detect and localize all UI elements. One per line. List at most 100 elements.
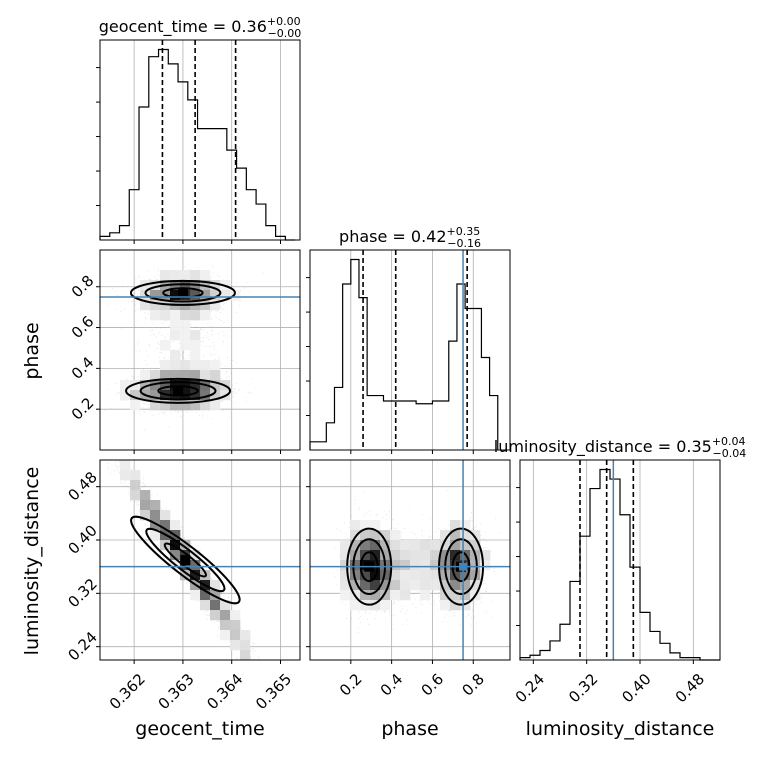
scatter-luminosity-distance-vs-geocent-time-density-cell bbox=[210, 580, 221, 591]
scatter-phase-vs-geocent-time-density-cell bbox=[180, 360, 191, 371]
scatter-phase-vs-geocent-time-contour-1-1 bbox=[144, 283, 222, 303]
scatter-luminosity-distance-vs-phase-density-cell bbox=[390, 530, 401, 541]
scatter-luminosity-distance-vs-geocent-time-density-cell bbox=[160, 510, 171, 521]
scatter-luminosity-distance-vs-geocent-time-density-cell bbox=[130, 470, 141, 481]
scatter-phase-vs-geocent-time-density-cell bbox=[200, 390, 211, 401]
scatter-luminosity-distance-vs-phase-density-cell bbox=[400, 590, 411, 601]
scatter-phase-vs-geocent-time-density-cell bbox=[180, 330, 191, 341]
ylabel-luminosity-distance: luminosity_distance bbox=[21, 467, 43, 656]
scatter-luminosity-distance-vs-phase-density-cell bbox=[370, 600, 381, 611]
scatter-luminosity-distance-vs-geocent-time-density-cell bbox=[240, 650, 251, 660]
scatter-phase-vs-geocent-time-density-cell bbox=[150, 300, 161, 311]
scatter-luminosity-distance-vs-phase-density-cell bbox=[400, 550, 411, 561]
scatter-phase-vs-geocent-time-density-cell bbox=[160, 370, 171, 381]
scatter-luminosity-distance-vs-phase-density-cell bbox=[360, 570, 371, 581]
scatter-luminosity-distance-vs-geocent-time-density-cell bbox=[230, 620, 241, 631]
hist-phase-frame bbox=[309, 249, 511, 451]
scatter-luminosity-distance-vs-geocent-time-density-cell bbox=[150, 500, 161, 511]
scatter-luminosity-distance-vs-geocent-time-density-cell bbox=[140, 510, 151, 521]
scatter-phase-vs-geocent-time-density-cell bbox=[150, 310, 161, 321]
scatter-phase-vs-geocent-time-density-cell bbox=[210, 380, 221, 391]
scatter-luminosity-distance-vs-geocent-time-density-cell bbox=[240, 630, 251, 641]
scatter-luminosity-distance-vs-phase-density-cell bbox=[480, 550, 491, 561]
hist-luminosity-distance-step bbox=[519, 468, 720, 661]
hist-luminosity-distance-frame bbox=[519, 459, 721, 661]
scatter-luminosity-distance-vs-phase-density-cell bbox=[370, 520, 381, 531]
scatter-luminosity-distance-vs-phase-density-cell bbox=[360, 590, 371, 601]
scatter-luminosity-distance-vs-phase-density-cell bbox=[440, 600, 451, 611]
scatter-phase-vs-geocent-time-density-cell bbox=[190, 400, 201, 411]
scatter-phase-vs-geocent-time-density-cell bbox=[140, 370, 151, 381]
scatter-luminosity-distance-vs-phase-density-cell bbox=[410, 540, 421, 551]
title-minus: −0.04 bbox=[713, 447, 747, 460]
scatter-phase-vs-geocent-time-density-cell bbox=[170, 360, 181, 371]
scatter-phase-vs-geocent-time-density-cell bbox=[140, 300, 151, 311]
scatter-luminosity-distance-vs-geocent-time-density-cell bbox=[190, 560, 201, 571]
scatter-phase-vs-geocent-time-density-cell bbox=[170, 400, 181, 411]
scatter-luminosity-distance-vs-phase-density-cell bbox=[460, 580, 471, 591]
scatter-phase-vs-geocent-time-density-cell bbox=[190, 350, 201, 361]
scatter-luminosity-distance-vs-phase-density-cell bbox=[420, 590, 431, 601]
scatter-phase-vs-geocent-time-density-cell bbox=[170, 270, 181, 281]
scatter-luminosity-distance-vs-geocent-time-plot-area bbox=[100, 460, 300, 660]
scatter-phase-vs-geocent-time-density-cell bbox=[190, 370, 201, 381]
scatter-luminosity-distance-vs-phase-density-cell bbox=[340, 560, 351, 571]
scatter-luminosity-distance-vs-phase-density-cell bbox=[370, 530, 381, 541]
scatter-phase-vs-geocent-time-density-cell bbox=[170, 320, 181, 331]
scatter-luminosity-distance-vs-phase-density-cell bbox=[430, 550, 441, 561]
scatter-luminosity-distance-vs-geocent-time-contour-0-1 bbox=[145, 527, 226, 593]
scatter-phase-vs-geocent-time-density-cell bbox=[190, 290, 201, 301]
scatter-luminosity-distance-vs-phase-plot-area bbox=[310, 460, 510, 660]
scatter-phase-vs-geocent-time-density-cell bbox=[190, 360, 201, 371]
scatter-phase-vs-geocent-time-density-cell bbox=[150, 290, 161, 301]
scatter-luminosity-distance-vs-geocent-time-density-cell bbox=[180, 540, 191, 551]
scatter-luminosity-distance-vs-geocent-time-density-cell bbox=[220, 600, 231, 611]
scatter-phase-vs-geocent-time-density-cell bbox=[210, 360, 221, 371]
xlabel-phase: phase bbox=[381, 718, 438, 740]
scatter-phase-vs-geocent-time-density-cell bbox=[140, 380, 151, 391]
scatter-luminosity-distance-vs-phase-density-cell bbox=[420, 550, 431, 561]
scatter-phase-vs-geocent-time-density-cell bbox=[170, 350, 181, 361]
title-plus: +0.00 bbox=[267, 15, 301, 28]
scatter-luminosity-distance-vs-geocent-time-frame bbox=[99, 459, 301, 661]
xlabel-geocent-time: geocent_time bbox=[135, 718, 264, 740]
scatter-luminosity-distance-vs-phase-density-cell bbox=[390, 570, 401, 581]
scatter-luminosity-distance-vs-phase-density-cell bbox=[400, 570, 411, 581]
scatter-phase-vs-geocent-time-density-cell bbox=[180, 310, 191, 321]
scatter-luminosity-distance-vs-phase-density-cell bbox=[450, 540, 461, 551]
scatter-luminosity-distance-vs-geocent-time-density-cell bbox=[140, 490, 151, 501]
scatter-phase-vs-geocent-time-frame bbox=[99, 249, 301, 451]
scatter-luminosity-distance-vs-phase-density-cell bbox=[390, 580, 401, 591]
title-main: phase bbox=[339, 227, 387, 246]
scatter-luminosity-distance-vs-geocent-time-density-cell bbox=[230, 630, 241, 641]
scatter-phase-vs-geocent-time-density-cell bbox=[130, 400, 141, 411]
hist-phase-step bbox=[309, 258, 499, 450]
scatter-phase-vs-geocent-time-density-cell bbox=[210, 280, 221, 291]
scatter-luminosity-distance-vs-phase-density-cell bbox=[350, 580, 361, 591]
scatter-luminosity-distance-vs-phase-density-cell bbox=[350, 570, 361, 581]
scatter-luminosity-distance-vs-geocent-time-density-cell bbox=[160, 520, 171, 531]
scatter-luminosity-distance-vs-phase-density-cell bbox=[370, 580, 381, 591]
scatter-phase-vs-geocent-time-density-cell bbox=[140, 290, 151, 301]
scatter-phase-vs-geocent-time-density-cell bbox=[160, 270, 171, 281]
title-main: luminosity_distance bbox=[494, 437, 653, 457]
scatter-luminosity-distance-vs-phase-density-cell bbox=[470, 580, 481, 591]
xlabel-luminosity-distance: luminosity_distance bbox=[526, 718, 715, 740]
scatter-phase-vs-geocent-time-density-cell bbox=[160, 400, 171, 411]
scatter-phase-vs-geocent-time-density-cell bbox=[210, 300, 221, 311]
scatter-luminosity-distance-vs-phase-density-cell bbox=[450, 580, 461, 591]
scatter-luminosity-distance-vs-phase-density-cell bbox=[380, 540, 391, 551]
scatter-luminosity-distance-vs-phase-density-cell bbox=[470, 560, 481, 571]
scatter-phase-vs-geocent-time-density-cell bbox=[190, 390, 201, 401]
scatter-phase-vs-geocent-time-density-cell bbox=[210, 390, 221, 401]
scatter-phase-vs-geocent-time-density-cell bbox=[210, 400, 221, 411]
scatter-phase-vs-geocent-time-density-cell bbox=[160, 310, 171, 321]
scatter-phase-vs-geocent-time-density-cell bbox=[150, 280, 161, 291]
title-main: geocent_time bbox=[99, 17, 208, 37]
scatter-luminosity-distance-vs-phase-density-cell bbox=[410, 580, 421, 591]
scatter-phase-vs-geocent-time-density-cell bbox=[150, 380, 161, 391]
scatter-luminosity-distance-vs-geocent-time-density-cell bbox=[220, 630, 231, 641]
scatter-luminosity-distance-vs-phase-density-cell bbox=[390, 590, 401, 601]
title-minus: −0.00 bbox=[268, 27, 302, 40]
